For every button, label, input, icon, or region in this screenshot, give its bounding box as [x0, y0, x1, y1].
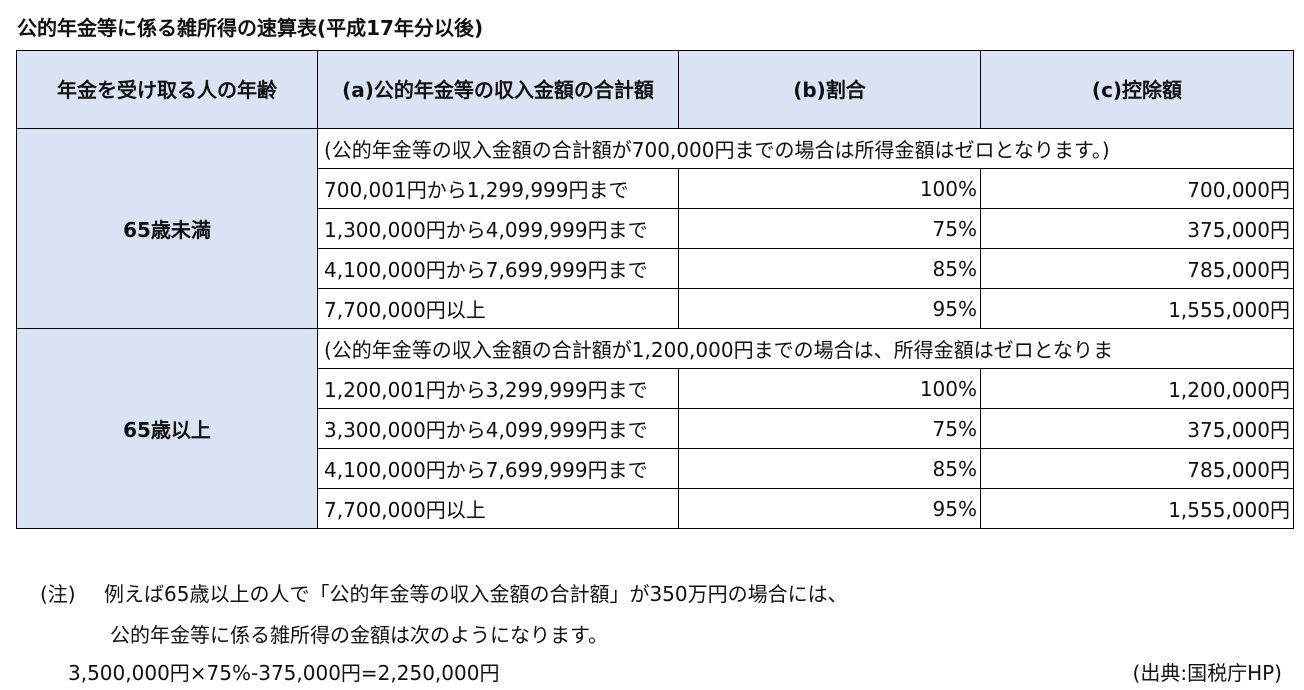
- zero-income-note: (公的年金等の収入金額の合計額が700,000円までの場合は所得金額はゼロとなり…: [317, 128, 1294, 169]
- deduction-cell: 1,555,000円: [980, 288, 1294, 329]
- deduction-cell: 785,000円: [980, 248, 1294, 289]
- income-range-cell: 1,200,001円から3,299,999円まで: [317, 368, 679, 409]
- income-range-cell: 1,300,000円から4,099,999円まで: [317, 208, 679, 249]
- age-group-label: 65歳未満: [16, 128, 318, 329]
- table-row: 3,300,000円から4,099,999円まで 75% 375,000円: [17, 408, 1294, 449]
- income-range-cell: 3,300,000円から4,099,999円まで: [317, 408, 679, 449]
- deduction-cell: 700,000円: [980, 168, 1294, 209]
- header-deduction: (c)控除額: [980, 50, 1294, 129]
- rate-cell: 100%: [678, 168, 981, 209]
- deduction-cell: 785,000円: [980, 448, 1294, 489]
- deduction-table: 年金を受け取る人の年齢 (a)公的年金等の収入金額の合計額 (b)割合 (c)控…: [16, 50, 1294, 529]
- page-title: 公的年金等に係る雑所得の速算表(平成17年分以後): [17, 16, 484, 40]
- rate-cell: 85%: [678, 448, 981, 489]
- income-range-cell: 4,100,000円から7,699,999円まで: [317, 248, 679, 289]
- header-income-total: (a)公的年金等の収入金額の合計額: [317, 50, 679, 129]
- footnote-line2: 公的年金等に係る雑所得の金額は次のようになります。: [110, 623, 608, 647]
- table-row: 700,001円から1,299,999円まで 100% 700,000円: [17, 168, 1294, 209]
- deduction-cell: 375,000円: [980, 408, 1294, 449]
- age-group-label: 65歳以上: [16, 328, 318, 529]
- rate-cell: 95%: [678, 288, 981, 329]
- footnote-line1: 例えば65歳以上の人で「公的年金等の収入金額の合計額」が350万円の場合には、: [104, 582, 848, 606]
- income-range-cell: 7,700,000円以上: [317, 288, 679, 329]
- header-age: 年金を受け取る人の年齢: [16, 50, 318, 129]
- footnote-label: (注): [40, 582, 76, 606]
- deduction-cell: 375,000円: [980, 208, 1294, 249]
- zero-income-note: (公的年金等の収入金額の合計額が1,200,000円までの場合は、所得金額はゼロ…: [317, 328, 1294, 369]
- rate-cell: 85%: [678, 248, 981, 289]
- deduction-cell: 1,200,000円: [980, 368, 1294, 409]
- income-range-cell: 7,700,000円以上: [317, 488, 679, 529]
- rate-cell: 95%: [678, 488, 981, 529]
- header-rate: (b)割合: [678, 50, 981, 129]
- rate-cell: 100%: [678, 368, 981, 409]
- deduction-cell: 1,555,000円: [980, 488, 1294, 529]
- table-row: 65歳未満 (公的年金等の収入金額の合計額が700,000円までの場合は所得金額…: [16, 128, 1294, 329]
- table-row: 7,700,000円以上 95% 1,555,000円: [17, 488, 1294, 529]
- table-row: 1,200,001円から3,299,999円まで 100% 1,200,000円: [17, 368, 1294, 409]
- rate-cell: 75%: [678, 208, 981, 249]
- source-citation: (出典:国税庁HP): [1132, 661, 1282, 685]
- table-row: 4,100,000円から7,699,999円まで 85% 785,000円: [17, 448, 1294, 489]
- table-row: 7,700,000円以上 95% 1,555,000円: [17, 288, 1294, 329]
- income-range-cell: 4,100,000円から7,699,999円まで: [317, 448, 679, 489]
- example-formula: 3,500,000円×75%-375,000円=2,250,000円: [68, 661, 500, 685]
- rate-cell: 75%: [678, 408, 981, 449]
- income-range-cell: 700,001円から1,299,999円まで: [317, 168, 679, 209]
- table-row: 65歳以上 (公的年金等の収入金額の合計額が1,200,000円までの場合は、所…: [16, 328, 1294, 529]
